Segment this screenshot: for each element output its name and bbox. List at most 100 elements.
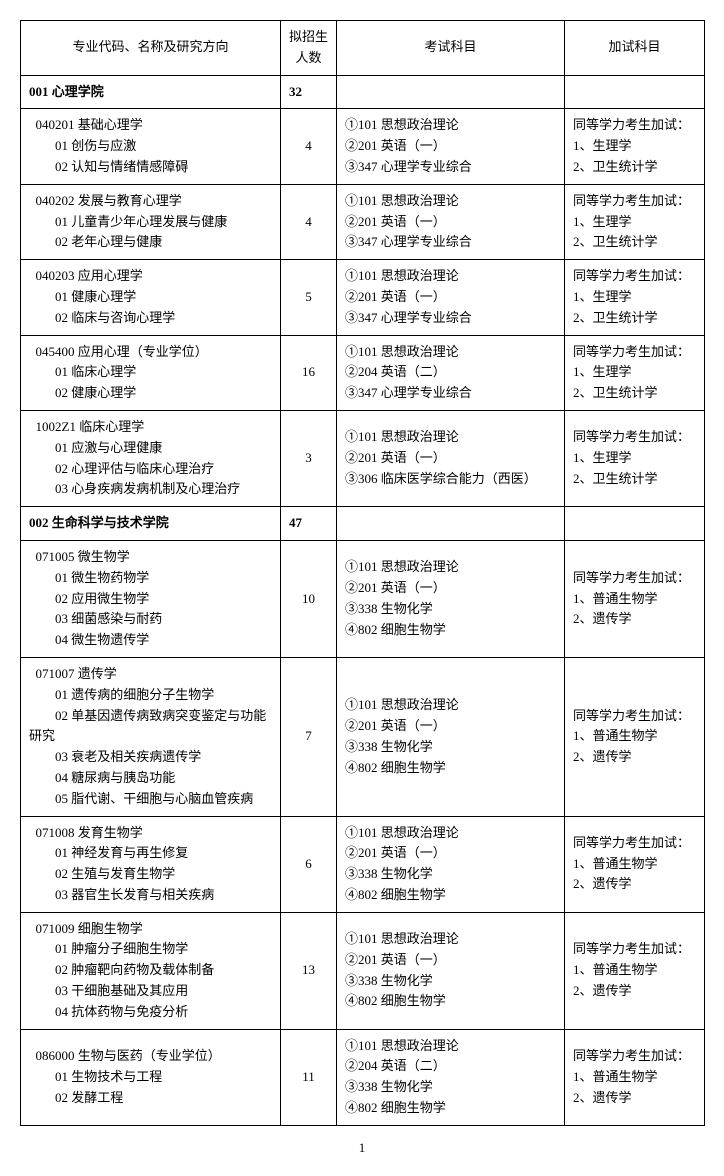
major-cell: 071008 发育生物学01 神经发育与再生修复02 生殖与发育生物学03 器官… [21, 816, 281, 912]
extra-cell: 同等学力考生加试：1、普通生物学2、遗传学 [565, 1029, 705, 1125]
extra-line: 同等学力考生加试： [573, 833, 696, 854]
quota-cell: 16 [281, 335, 337, 410]
subjects-cell: ①101 思想政治理论②201 英语（一）③347 心理学专业综合 [337, 260, 565, 335]
direction-line: 02 生殖与发育生物学 [29, 864, 272, 885]
major-code-line: 045400 应用心理（专业学位） [29, 342, 272, 363]
subject-line: ②201 英语（一） [345, 212, 556, 233]
quota-cell: 10 [281, 540, 337, 657]
subject-line: ②201 英语（一） [345, 716, 556, 737]
quota-cell: 4 [281, 109, 337, 184]
major-cell: 071005 微生物学01 微生物药物学02 应用微生物学03 细菌感染与耐药0… [21, 540, 281, 657]
extra-line: 1、生理学 [573, 136, 696, 157]
subject-line: ①101 思想政治理论 [345, 191, 556, 212]
subject-line: ②201 英语（一） [345, 578, 556, 599]
extra-line: 2、卫生统计学 [573, 232, 696, 253]
subject-line: ①101 思想政治理论 [345, 342, 556, 363]
major-code-line: 040201 基础心理学 [29, 115, 272, 136]
direction-line: 02 发酵工程 [29, 1088, 272, 1109]
quota-cell: 4 [281, 184, 337, 259]
subject-line: ④802 细胞生物学 [345, 991, 556, 1012]
extra-line: 同等学力考生加试： [573, 115, 696, 136]
subject-line: ①101 思想政治理论 [345, 823, 556, 844]
extra-line: 2、卫生统计学 [573, 469, 696, 490]
subject-line: ①101 思想政治理论 [345, 266, 556, 287]
subject-line: ②201 英语（一） [345, 287, 556, 308]
direction-line: 02 单基因遗传病致病突变鉴定与功能研究 [29, 706, 272, 748]
subject-line: ③347 心理学专业综合 [345, 157, 556, 178]
table-row: 071009 细胞生物学01 肿瘤分子细胞生物学02 肿瘤靶向药物及载体制备03… [21, 912, 705, 1029]
subject-line: ②204 英语（二） [345, 362, 556, 383]
subjects-cell: ①101 思想政治理论②204 英语（二）③338 生物化学④802 细胞生物学 [337, 1029, 565, 1125]
quota-cell: 5 [281, 260, 337, 335]
direction-line: 01 应激与心理健康 [29, 438, 272, 459]
subject-line: ①101 思想政治理论 [345, 427, 556, 448]
header-subjects: 考试科目 [337, 21, 565, 76]
direction-line: 01 遗传病的细胞分子生物学 [29, 685, 272, 706]
direction-line: 02 心理评估与临床心理治疗 [29, 459, 272, 480]
extra-line: 1、生理学 [573, 212, 696, 233]
direction-line: 05 脂代谢、干细胞与心脑血管疾病 [29, 789, 272, 810]
subjects-cell: ①101 思想政治理论②204 英语（二）③347 心理学专业综合 [337, 335, 565, 410]
major-cell: 071007 遗传学01 遗传病的细胞分子生物学02 单基因遗传病致病突变鉴定与… [21, 657, 281, 816]
extra-line: 同等学力考生加试： [573, 266, 696, 287]
extra-line: 1、生理学 [573, 448, 696, 469]
quota-cell: 11 [281, 1029, 337, 1125]
direction-line: 01 神经发育与再生修复 [29, 843, 272, 864]
major-code-line: 040203 应用心理学 [29, 266, 272, 287]
major-code-line: 086000 生物与医药（专业学位） [29, 1046, 272, 1067]
major-cell: 040202 发展与教育心理学01 儿童青少年心理发展与健康02 老年心理与健康 [21, 184, 281, 259]
subjects-cell: ①101 思想政治理论②201 英语（一）③338 生物化学④802 细胞生物学 [337, 816, 565, 912]
major-cell: 040203 应用心理学01 健康心理学02 临床与咨询心理学 [21, 260, 281, 335]
direction-line: 02 健康心理学 [29, 383, 272, 404]
direction-line: 03 干细胞基础及其应用 [29, 981, 272, 1002]
extra-line: 2、遗传学 [573, 874, 696, 895]
subject-line: ③347 心理学专业综合 [345, 383, 556, 404]
major-cell: 071009 细胞生物学01 肿瘤分子细胞生物学02 肿瘤靶向药物及载体制备03… [21, 912, 281, 1029]
extra-cell: 同等学力考生加试：1、生理学2、卫生统计学 [565, 109, 705, 184]
direction-line: 04 糖尿病与胰岛功能 [29, 768, 272, 789]
direction-line: 04 抗体药物与免疫分析 [29, 1002, 272, 1023]
direction-line: 01 健康心理学 [29, 287, 272, 308]
subject-line: ③338 生物化学 [345, 599, 556, 620]
extra-line: 2、遗传学 [573, 609, 696, 630]
table-body: 001 心理学院32040201 基础心理学01 创伤与应激02 认知与情绪情感… [21, 75, 705, 1125]
subject-line: ③347 心理学专业综合 [345, 308, 556, 329]
extra-cell: 同等学力考生加试：1、生理学2、卫生统计学 [565, 184, 705, 259]
table-row: 071005 微生物学01 微生物药物学02 应用微生物学03 细菌感染与耐药0… [21, 540, 705, 657]
direction-line: 01 儿童青少年心理发展与健康 [29, 212, 272, 233]
section-title: 001 心理学院 [21, 75, 281, 109]
direction-line: 01 创伤与应激 [29, 136, 272, 157]
subjects-cell: ①101 思想政治理论②201 英语（一）③306 临床医学综合能力（西医） [337, 410, 565, 506]
section-blank [337, 75, 565, 109]
admissions-table: 专业代码、名称及研究方向 拟招生人数 考试科目 加试科目 001 心理学院320… [20, 20, 705, 1126]
major-code-line: 040202 发展与教育心理学 [29, 191, 272, 212]
subjects-cell: ①101 思想政治理论②201 英语（一）③347 心理学专业综合 [337, 109, 565, 184]
extra-line: 1、普通生物学 [573, 589, 696, 610]
major-cell: 045400 应用心理（专业学位）01 临床心理学02 健康心理学 [21, 335, 281, 410]
extra-line: 同等学力考生加试： [573, 706, 696, 727]
table-row: 040202 发展与教育心理学01 儿童青少年心理发展与健康02 老年心理与健康… [21, 184, 705, 259]
direction-line: 03 心身疾病发病机制及心理治疗 [29, 479, 272, 500]
direction-line: 01 肿瘤分子细胞生物学 [29, 939, 272, 960]
major-code-line: 071007 遗传学 [29, 664, 272, 685]
subject-line: ①101 思想政治理论 [345, 115, 556, 136]
page-number: 1 [20, 1140, 704, 1156]
page-container: 专业代码、名称及研究方向 拟招生人数 考试科目 加试科目 001 心理学院320… [20, 20, 704, 1156]
quota-cell: 6 [281, 816, 337, 912]
direction-line: 04 微生物遗传学 [29, 630, 272, 651]
quota-cell: 13 [281, 912, 337, 1029]
section-title: 002 生命科学与技术学院 [21, 507, 281, 541]
direction-line: 03 细菌感染与耐药 [29, 609, 272, 630]
header-major: 专业代码、名称及研究方向 [21, 21, 281, 76]
extra-cell: 同等学力考生加试：1、生理学2、卫生统计学 [565, 335, 705, 410]
major-cell: 1002Z1 临床心理学01 应激与心理健康02 心理评估与临床心理治疗03 心… [21, 410, 281, 506]
subject-line: ③338 生物化学 [345, 864, 556, 885]
table-row: 071008 发育生物学01 神经发育与再生修复02 生殖与发育生物学03 器官… [21, 816, 705, 912]
section-blank [337, 507, 565, 541]
extra-line: 1、生理学 [573, 287, 696, 308]
subject-line: ④802 细胞生物学 [345, 885, 556, 906]
direction-line: 01 生物技术与工程 [29, 1067, 272, 1088]
major-code-line: 071008 发育生物学 [29, 823, 272, 844]
subject-line: ①101 思想政治理论 [345, 695, 556, 716]
subject-line: ④802 细胞生物学 [345, 758, 556, 779]
